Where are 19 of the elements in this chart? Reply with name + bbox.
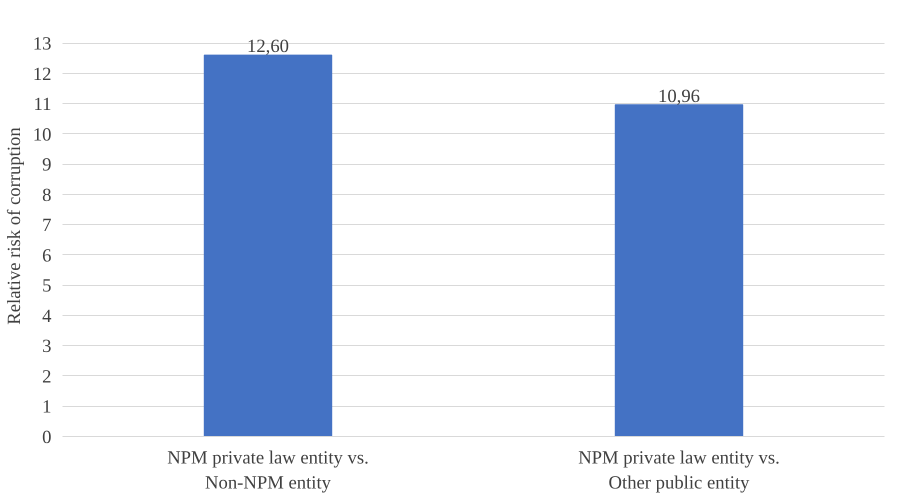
y-tick-label: 10 [32,124,52,146]
y-tick-label: 5 [42,276,52,297]
y-tick-label: 0 [42,427,52,448]
y-axis-title: Relative risk of corruption [4,126,25,325]
y-tick-label: 6 [42,245,52,266]
y-tick-label: 4 [42,306,52,327]
y-tick-label: 11 [34,94,52,116]
y-tick-label: 7 [42,215,52,236]
y-tick-label: 12 [32,64,52,85]
y-tick-label: 8 [42,184,52,206]
y-tick-label: 9 [42,154,52,176]
y-tick-label: 3 [42,336,52,358]
x-tick-label: NPM private law entity vs. Other public entity [578,448,780,494]
data-label: 12,60 [247,36,289,58]
x-tick-label: NPM private law entity vs. Non-NPM entity [167,448,369,494]
y-tick-label: 13 [32,34,52,55]
y-tick-label: 2 [42,366,52,388]
data-label: 10,96 [658,86,700,107]
y-tick-label: 1 [42,396,52,418]
